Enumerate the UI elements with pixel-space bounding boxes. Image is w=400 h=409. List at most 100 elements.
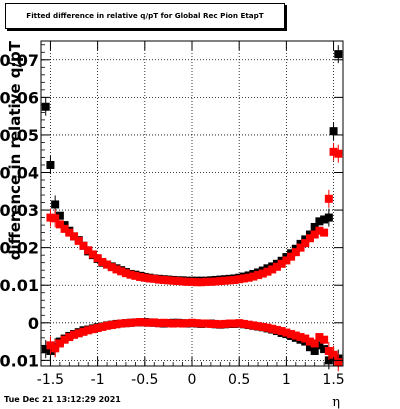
data-point xyxy=(164,319,173,328)
data-point xyxy=(192,319,201,328)
data-point xyxy=(305,337,314,346)
data-point xyxy=(301,334,310,343)
data-point xyxy=(239,319,248,328)
y-tick-label: 0.01 xyxy=(0,276,39,295)
data-point xyxy=(334,358,343,367)
data-point xyxy=(268,265,277,274)
data-point xyxy=(84,326,93,335)
data-point xyxy=(225,319,234,328)
timestamp-label: Tue Dec 21 13:12:29 2021 xyxy=(4,395,121,404)
data-point xyxy=(178,319,187,328)
data-point xyxy=(188,277,196,286)
data-point xyxy=(254,271,263,280)
data-point xyxy=(46,213,55,222)
data-point xyxy=(60,224,69,233)
data-point xyxy=(178,277,187,286)
data-point xyxy=(150,318,159,327)
data-point xyxy=(192,278,201,287)
data-point xyxy=(136,272,145,281)
x-tick-label: 1 xyxy=(282,372,291,388)
y-axis-label: difference in relative q/pT xyxy=(6,40,24,260)
x-tick-label: 0 xyxy=(188,372,197,388)
data-point xyxy=(206,277,215,286)
data-point xyxy=(65,228,74,237)
data-point xyxy=(202,319,211,328)
x-tick-label: -1 xyxy=(91,372,105,388)
data-point xyxy=(239,274,248,283)
data-point xyxy=(320,345,329,354)
data-point xyxy=(112,265,121,274)
data-point xyxy=(329,127,338,136)
data-point xyxy=(121,319,130,328)
data-point xyxy=(51,200,60,209)
data-point xyxy=(173,319,182,328)
data-point xyxy=(268,324,277,333)
data-point xyxy=(301,239,310,248)
data-point xyxy=(98,257,107,266)
x-axis-label: η xyxy=(332,395,340,409)
y-tick-label: 0.07 xyxy=(0,51,39,70)
data-point xyxy=(150,274,159,283)
data-point xyxy=(107,263,116,272)
data-point xyxy=(93,254,102,263)
data-point xyxy=(305,343,314,352)
data-point xyxy=(235,275,244,284)
data-point xyxy=(282,256,291,265)
data-point xyxy=(324,346,333,355)
x-tick-label: -1.5 xyxy=(37,372,64,388)
axes: -1.5 -1 -0.5 0 0.5 1 1.5 -0.01 0 0.01 0.02 0.03 0.04… xyxy=(0,41,345,388)
data-point xyxy=(55,339,64,348)
data-point xyxy=(131,318,140,327)
data-point xyxy=(159,318,168,327)
data-point xyxy=(216,320,225,329)
data-point xyxy=(126,318,135,327)
data-point xyxy=(305,234,314,243)
data-point xyxy=(126,270,135,279)
data-point xyxy=(159,275,168,284)
data-point xyxy=(315,217,324,226)
data-point xyxy=(46,341,55,350)
data-point xyxy=(206,319,215,328)
data-point xyxy=(272,262,281,271)
data-point xyxy=(51,344,60,353)
data-point xyxy=(183,277,192,286)
data-point xyxy=(188,318,196,327)
data-point xyxy=(51,214,60,223)
data-point xyxy=(65,333,74,342)
data-point xyxy=(230,275,239,284)
data-point xyxy=(197,319,206,328)
data-point xyxy=(211,319,220,328)
data-point xyxy=(324,194,333,203)
data-point xyxy=(310,230,319,239)
data-point xyxy=(310,222,319,231)
data-point xyxy=(310,339,319,348)
data-point xyxy=(235,319,244,328)
data-points xyxy=(41,45,343,372)
data-point xyxy=(249,321,258,330)
data-point xyxy=(244,320,253,329)
data-point xyxy=(145,318,154,327)
data-point xyxy=(315,333,324,342)
data-point xyxy=(79,327,88,336)
data-point xyxy=(320,335,329,344)
data-point xyxy=(154,319,163,328)
data-point xyxy=(315,341,324,350)
data-point xyxy=(169,319,178,328)
data-point xyxy=(334,149,343,158)
data-point xyxy=(55,211,64,220)
data-point xyxy=(310,346,319,355)
data-point xyxy=(258,322,267,331)
data-point xyxy=(88,325,97,334)
data-point xyxy=(249,272,258,281)
data-point xyxy=(140,318,149,327)
data-point xyxy=(98,322,107,331)
data-point xyxy=(329,350,338,359)
data-point xyxy=(258,269,267,278)
data-point xyxy=(230,319,239,328)
data-point xyxy=(277,259,286,268)
data-point xyxy=(70,330,79,339)
data-point xyxy=(272,325,281,334)
data-point xyxy=(315,226,324,235)
data-point xyxy=(93,324,102,333)
data-point xyxy=(334,50,343,59)
